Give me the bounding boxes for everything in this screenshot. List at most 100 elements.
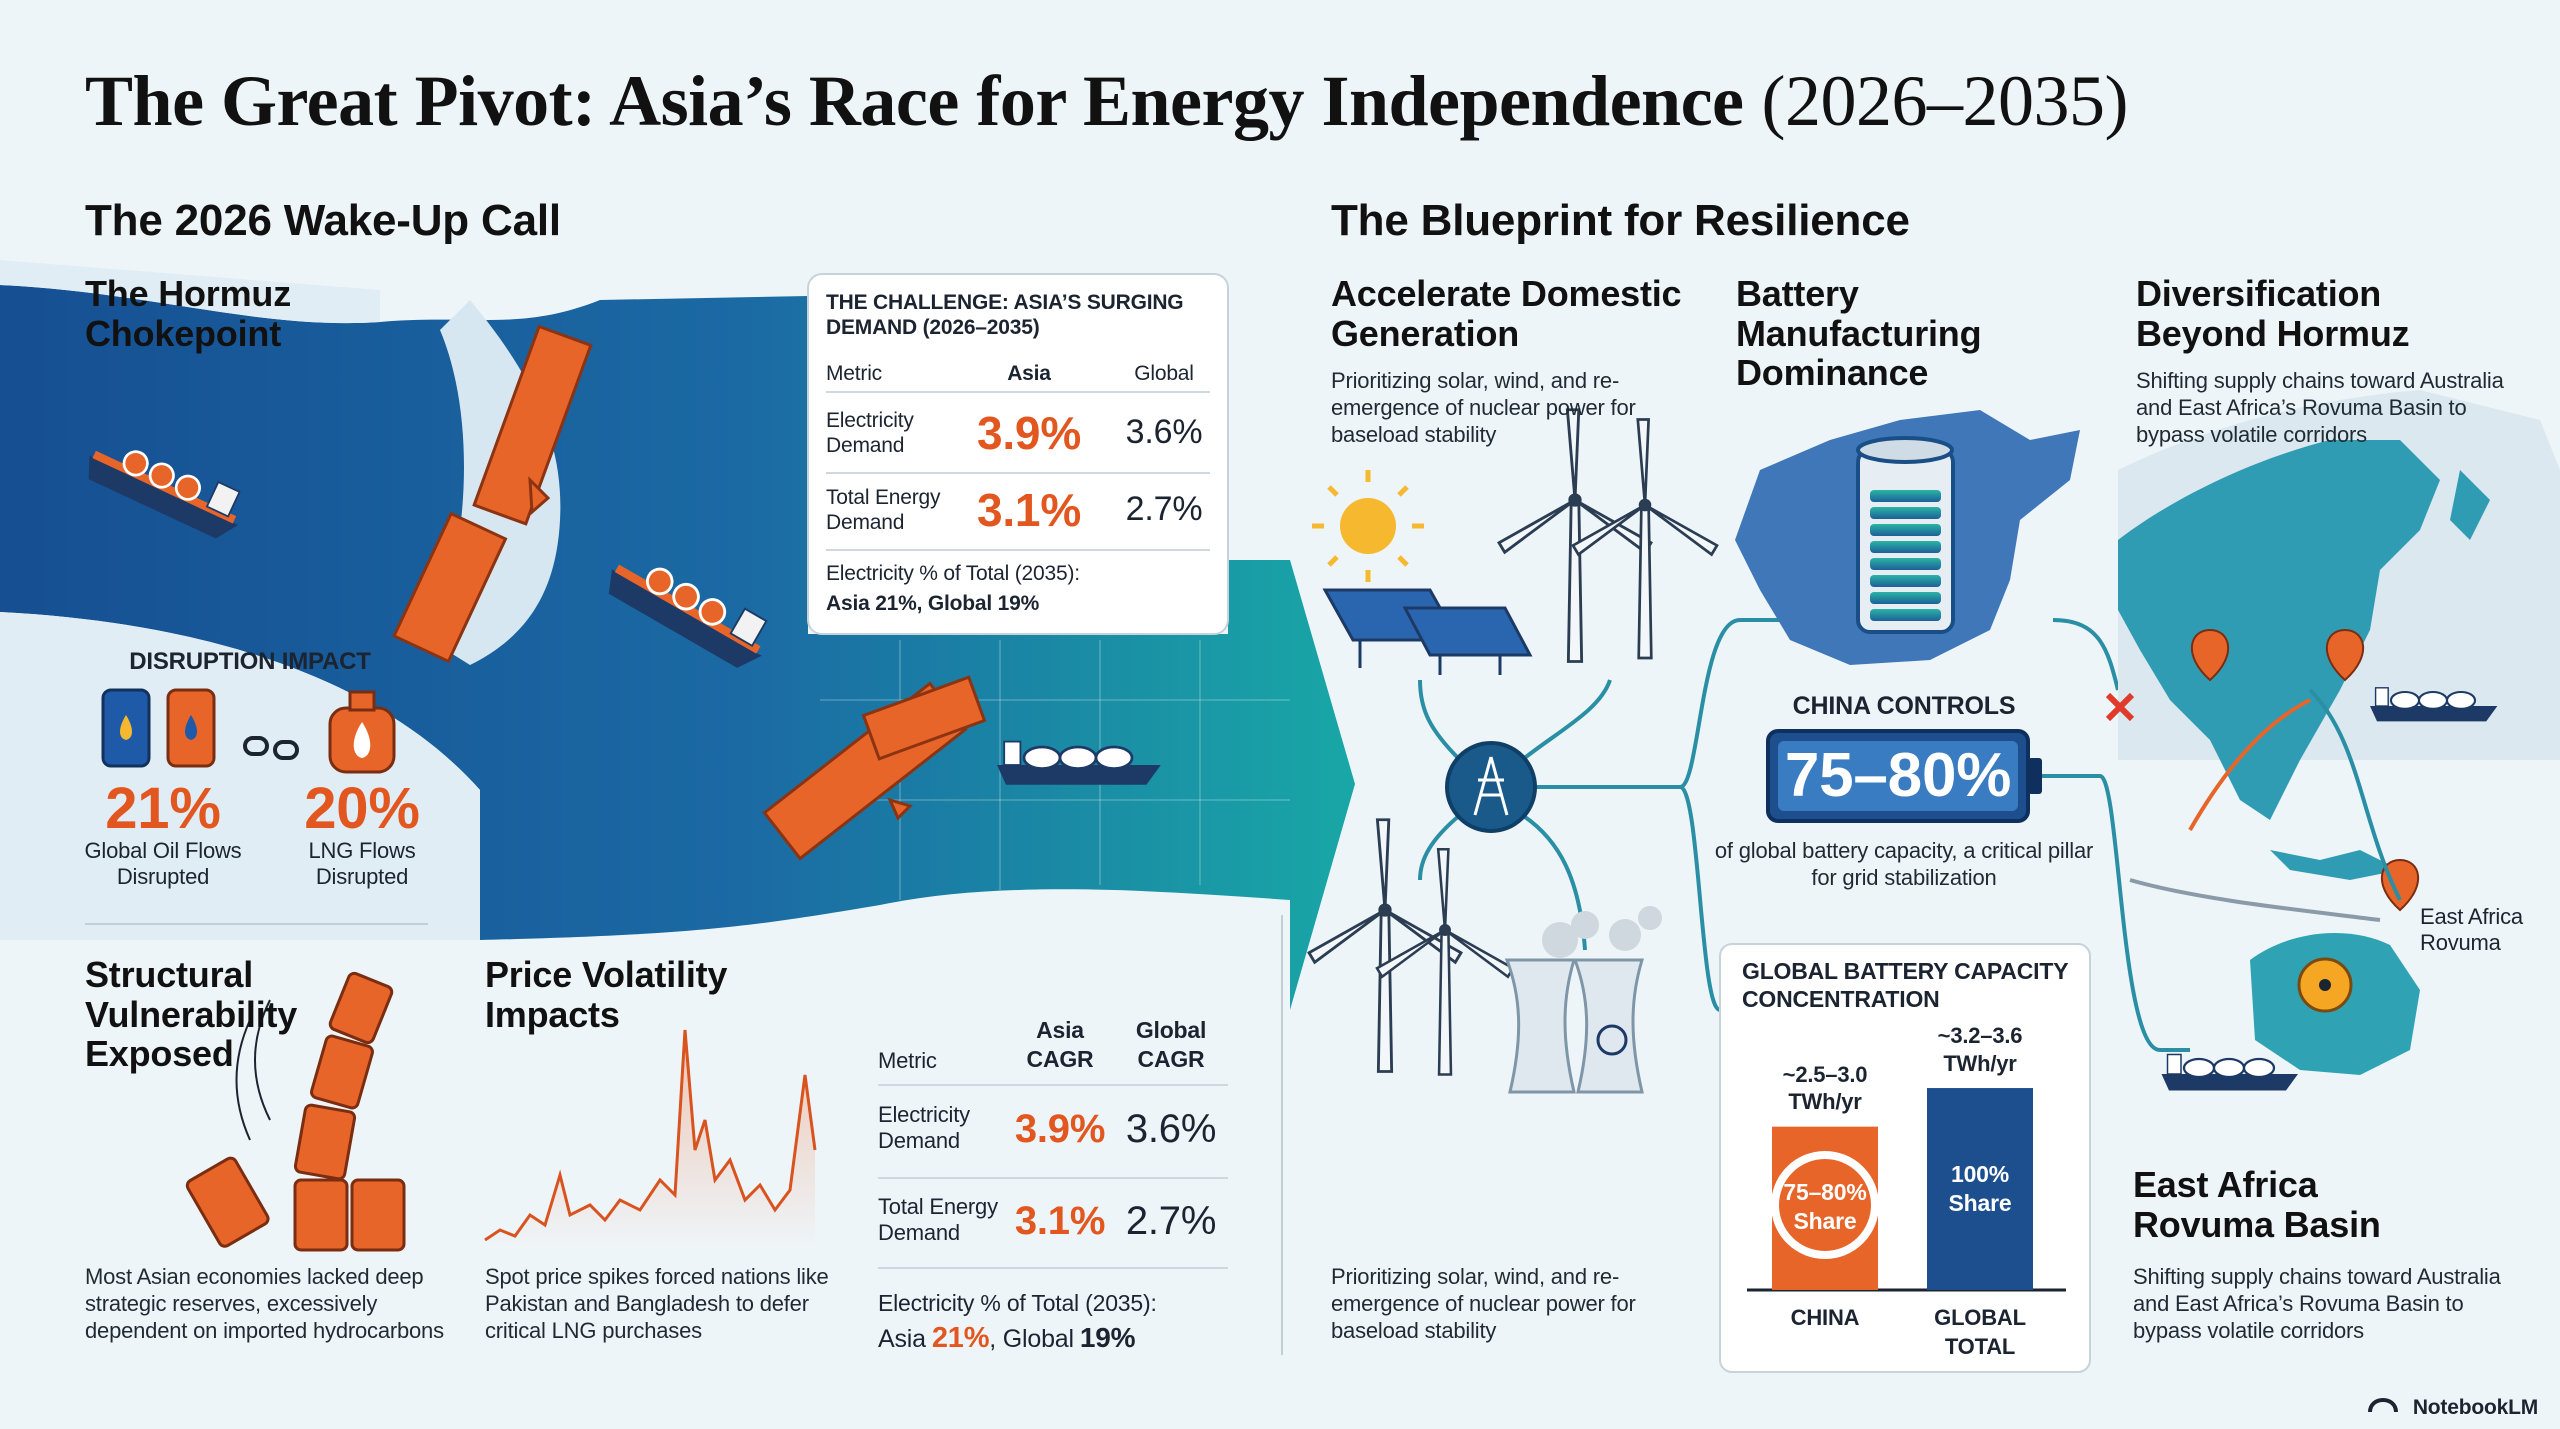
rovuma-title: East Africa Rovuma Basin	[2133, 1164, 2381, 1245]
global-value: 2.7%	[1125, 490, 1203, 528]
generation-art-part-part	[1327, 555, 1339, 567]
disruption-icons-part	[348, 690, 376, 712]
battery-art-part	[1856, 436, 1954, 464]
rovuma-text: Shifting supply chains toward Australia …	[2133, 1264, 2501, 1343]
battery-title: Battery Manufacturing Dominance	[1736, 273, 1982, 394]
note-part: Asia	[878, 1325, 926, 1353]
generation-art-part-part	[1520, 679, 1612, 762]
generation-art-part	[1596, 1024, 1628, 1056]
generation-art-part-part	[1327, 485, 1339, 497]
disruption-icons-part	[273, 740, 299, 760]
asia-map-part	[2319, 979, 2331, 991]
column-header: Global	[1134, 362, 1194, 385]
challenge-box-lines-part	[826, 391, 1210, 551]
stat-value: 20%	[304, 776, 420, 841]
value-label: ~3.2–3.6 TWh/yr	[1937, 1023, 2023, 1076]
hormuz-map-part-part	[887, 797, 913, 821]
asia-value: 3.1%	[1014, 1199, 1106, 1243]
generation-art-part	[1571, 418, 1719, 660]
disruption-icons-part	[353, 722, 371, 758]
global-value: 2.7%	[1125, 1199, 1217, 1243]
bar-text: 75–80% Share	[1783, 1179, 1867, 1234]
asia-map-part	[2270, 850, 2400, 880]
note-value: Asia 21%, Global 19%	[826, 592, 1040, 615]
price-sparkline-part	[485, 1030, 815, 1250]
price-sparkline	[484, 915, 1283, 1355]
asia-map	[2105, 390, 2560, 1092]
note-part: , Global	[989, 1325, 1074, 1353]
battery-art-part-part	[1870, 558, 1941, 570]
generation-art-part-part	[1678, 785, 1722, 1012]
asia-map-part	[2105, 692, 2135, 722]
bar	[1927, 1088, 2033, 1290]
battery-art-part-part	[1870, 524, 1941, 536]
stat-label: LNG Flows Disrupted	[308, 838, 416, 890]
column-header: Asia	[1007, 362, 1051, 385]
battery-art-part-part	[1870, 575, 1941, 587]
asia-map-part	[2129, 878, 2381, 922]
structural-title: Structural Vulnerability Exposed	[85, 954, 298, 1075]
asia-map-part	[2450, 470, 2490, 540]
diversification-text: Shifting supply chains toward Australia …	[2136, 368, 2504, 447]
hormuz-map-part-part	[528, 476, 551, 516]
generation-art-part-part	[1571, 911, 1599, 939]
brand-icon	[2368, 1398, 2398, 1413]
note-value: Asia 21%, Global 19%	[878, 1322, 1136, 1355]
controls-value: 75–80%	[1784, 741, 2012, 810]
generation-art-part-part	[1397, 555, 1409, 567]
price-title: Price Volatility Impacts	[485, 954, 728, 1035]
generation-art-part	[1375, 847, 1515, 1076]
metric-label: Electricity Demand	[826, 409, 914, 458]
hormuz-map-part	[392, 324, 987, 861]
note-label: Electricity % of Total (2035):	[826, 562, 1080, 585]
generation-art-part-part	[1535, 618, 1858, 789]
note-label: Electricity % of Total (2035):	[878, 1290, 1157, 1316]
page-title: The Great Pivot: Asia’s Race for Energy …	[85, 60, 2128, 143]
generation-art-part-part	[1609, 919, 1641, 951]
generation-art	[1307, 408, 1858, 1094]
controls-label: CHINA CONTROLS	[1792, 692, 2016, 720]
price-sparkline-part	[484, 1029, 817, 1242]
bottom-text: Prioritizing solar, wind, and re-emergen…	[1331, 1264, 1636, 1343]
barrel-stack-part	[235, 1019, 251, 1141]
hormuz-map-part	[0, 260, 380, 324]
section-heading: The Blueprint for Resilience	[1331, 196, 1910, 245]
title-years: (2026–2035)	[1761, 61, 2129, 141]
generation-art-part	[1312, 470, 1424, 582]
stat-value: 21%	[105, 776, 221, 841]
barrel-stack-part	[254, 999, 271, 1121]
disruption-icons-part	[243, 736, 269, 756]
battery-art-part	[1870, 490, 1941, 621]
title-main: The Great Pivot: Asia’s Race for Energy …	[85, 61, 1744, 141]
column-header: Metric	[826, 362, 882, 385]
barrel-stack-part	[293, 1103, 357, 1181]
generation-title: Accelerate Domestic Generation	[1331, 273, 1682, 354]
metric-label: Electricity Demand	[878, 1102, 970, 1154]
battery-art-part-part	[1870, 592, 1941, 604]
barrel-stack-part	[350, 1178, 406, 1252]
generation-art-part	[1340, 498, 1396, 554]
generation-art-part	[1322, 588, 1533, 675]
asia-map-part	[2160, 1053, 2300, 1092]
global-value: 3.6%	[1125, 413, 1203, 451]
section-heading: The 2026 Wake-Up Call	[85, 196, 561, 245]
metric-label: Total Energy Demand	[826, 486, 941, 535]
metric-label: Total Energy Demand	[878, 1194, 998, 1246]
barrel-stack	[185, 971, 406, 1252]
hormuz-title: The Hormuz Chokepoint	[85, 273, 292, 354]
brand-icon-part	[2368, 1398, 2398, 1413]
category-label: CHINA	[1790, 1305, 1860, 1330]
category-label: GLOBAL TOTAL	[1934, 1305, 2026, 1359]
asia-map-part	[2308, 688, 2402, 901]
note-part: 19%	[1079, 1322, 1136, 1353]
battery-art-part	[2042, 774, 2190, 1052]
value-label: ~2.5–3.0 TWh/yr	[1782, 1061, 1868, 1115]
hormuz-map-part	[0, 285, 1355, 1010]
price-text: Spot price spikes forced nations like Pa…	[485, 1264, 829, 1343]
controls-text: of global battery capacity, a critical p…	[1714, 838, 2094, 890]
diversification-title: Diversification Beyond Hormuz	[2136, 273, 2410, 354]
generation-art-part	[1445, 741, 1537, 833]
disruption-title: DISRUPTION IMPACT	[129, 648, 371, 675]
